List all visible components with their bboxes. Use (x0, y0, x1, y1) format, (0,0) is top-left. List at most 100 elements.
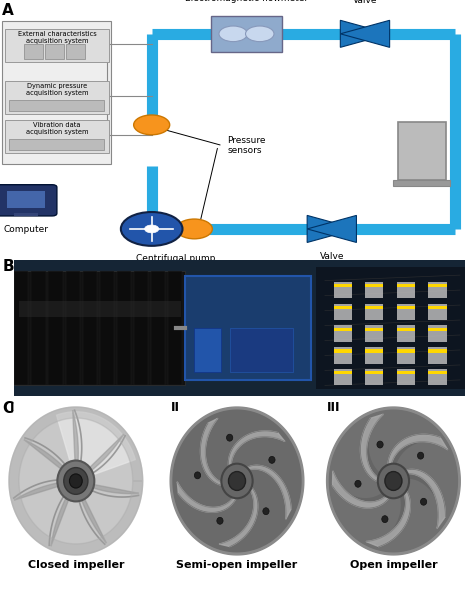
Bar (31, 271, 46, 385)
Polygon shape (244, 465, 291, 519)
Bar (428, 282, 447, 298)
Text: Centrifugal pump: Centrifugal pump (136, 253, 215, 263)
Polygon shape (76, 434, 124, 481)
Bar (7, 191, 45, 208)
Circle shape (227, 434, 233, 441)
Bar (82, 271, 97, 385)
Polygon shape (173, 410, 301, 552)
Bar (48, 271, 63, 385)
Bar (334, 325, 352, 342)
Bar (24, 44, 43, 59)
Polygon shape (360, 414, 383, 483)
Polygon shape (24, 440, 76, 481)
Bar (316, 267, 465, 390)
Polygon shape (403, 469, 446, 528)
Bar (365, 325, 383, 342)
Bar (398, 122, 446, 180)
Bar (397, 284, 415, 287)
Bar (334, 369, 352, 385)
Bar (65, 271, 80, 385)
Bar (334, 304, 352, 320)
Bar (9, 139, 104, 151)
Bar (5, 120, 109, 154)
Bar (334, 347, 352, 364)
Bar (428, 284, 447, 287)
Polygon shape (388, 434, 447, 468)
Polygon shape (340, 21, 390, 47)
Text: Water pot: Water pot (401, 146, 443, 155)
Circle shape (246, 26, 274, 42)
Bar (168, 271, 182, 385)
Bar (428, 369, 447, 385)
Polygon shape (329, 410, 457, 552)
Polygon shape (177, 482, 237, 512)
Polygon shape (332, 471, 391, 508)
Circle shape (228, 471, 246, 491)
Circle shape (221, 463, 253, 499)
Bar (365, 369, 383, 385)
Text: B: B (2, 259, 14, 274)
Polygon shape (51, 481, 76, 546)
Bar (428, 327, 447, 331)
Text: II: II (171, 401, 180, 413)
Circle shape (121, 212, 182, 246)
Circle shape (176, 219, 212, 239)
Text: A: A (2, 3, 14, 18)
Polygon shape (219, 485, 258, 546)
Bar (100, 271, 114, 385)
Polygon shape (366, 488, 410, 547)
Text: III: III (327, 401, 340, 413)
Bar (365, 327, 383, 331)
Bar (397, 327, 415, 331)
Polygon shape (170, 407, 304, 555)
Circle shape (385, 471, 402, 491)
Text: External characteristics
acquisition system: External characteristics acquisition sys… (18, 31, 96, 44)
Bar (9, 100, 104, 111)
Polygon shape (340, 21, 390, 47)
Bar (365, 282, 383, 298)
Polygon shape (76, 481, 139, 494)
Text: Valve: Valve (353, 0, 377, 5)
FancyBboxPatch shape (0, 185, 57, 216)
Circle shape (269, 456, 275, 463)
Text: Valve: Valve (319, 252, 344, 261)
Polygon shape (9, 407, 143, 555)
Text: I: I (9, 401, 14, 413)
Polygon shape (56, 412, 136, 481)
Polygon shape (327, 407, 460, 555)
Circle shape (57, 460, 94, 502)
Text: Dynamic pressure
acquisition system: Dynamic pressure acquisition system (26, 83, 88, 96)
Bar (428, 306, 447, 309)
Bar (230, 329, 293, 371)
Bar (365, 284, 383, 287)
Polygon shape (76, 481, 107, 543)
Bar (397, 347, 415, 364)
Bar (397, 369, 415, 385)
Bar (334, 282, 352, 298)
Polygon shape (307, 215, 356, 243)
Polygon shape (9, 407, 143, 555)
Bar (428, 371, 447, 374)
Bar (14, 271, 185, 385)
Bar (365, 306, 383, 309)
Bar (397, 371, 415, 374)
Bar (428, 347, 447, 364)
Bar (334, 306, 352, 309)
Bar (14, 214, 38, 216)
Circle shape (69, 474, 82, 488)
Bar (334, 349, 352, 353)
Circle shape (194, 472, 201, 479)
Circle shape (378, 463, 409, 499)
Bar (365, 304, 383, 320)
Bar (151, 271, 165, 385)
Bar (397, 304, 415, 320)
Polygon shape (201, 419, 225, 486)
Bar (134, 271, 148, 385)
Text: Computer: Computer (4, 225, 48, 234)
Bar (334, 371, 352, 374)
Text: Closed impeller: Closed impeller (27, 560, 124, 570)
Text: Pressure
sensors: Pressure sensors (228, 136, 266, 155)
Circle shape (219, 26, 247, 42)
Bar (194, 329, 221, 371)
Bar (5, 28, 109, 62)
